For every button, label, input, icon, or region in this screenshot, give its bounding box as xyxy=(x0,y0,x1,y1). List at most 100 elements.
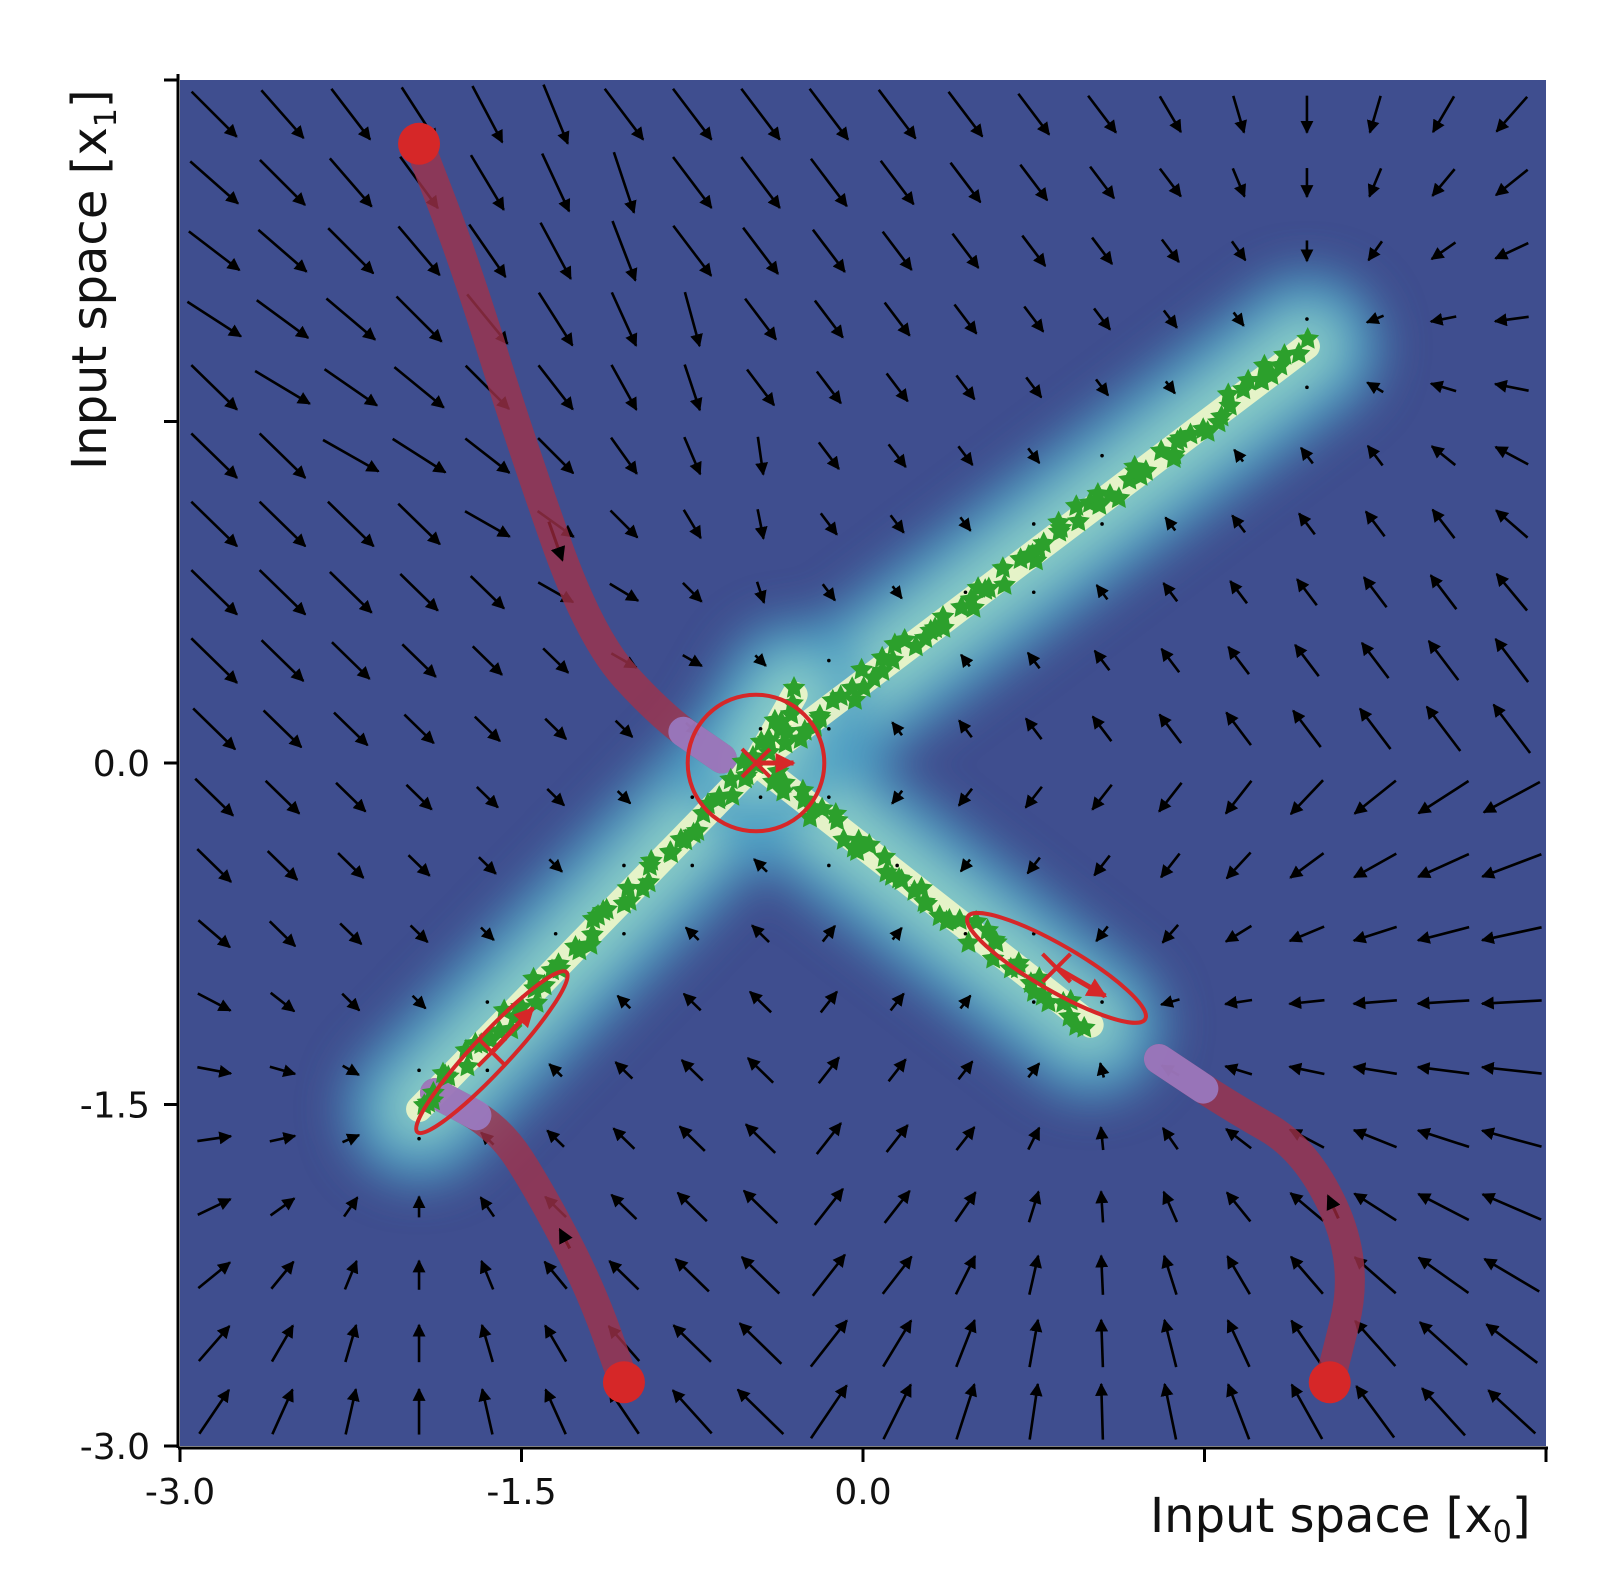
vector-arrow xyxy=(417,1068,421,1073)
data-point-star xyxy=(890,868,913,890)
vector-arrow xyxy=(1161,1127,1179,1150)
vector-arrow xyxy=(1480,996,1542,1010)
vector-arrow xyxy=(197,1131,233,1145)
data-point-star xyxy=(1179,422,1202,445)
vector-arrow xyxy=(1224,1063,1253,1076)
vector-arrow xyxy=(1431,168,1456,197)
vector-arrow xyxy=(342,1063,360,1077)
vector-arrow xyxy=(553,931,558,936)
vector-arrow xyxy=(1421,1387,1466,1437)
data-point-star xyxy=(825,808,849,831)
vector-arrow xyxy=(1026,1062,1041,1079)
x-tick-label: -1.5 xyxy=(486,1472,556,1513)
vector-arrow xyxy=(949,161,982,204)
vector-arrow xyxy=(475,785,499,809)
vector-arrow xyxy=(539,222,572,280)
vector-arrow xyxy=(1288,925,1325,943)
vector-arrow xyxy=(1159,995,1180,1008)
vector-arrow xyxy=(811,1253,846,1297)
vector-arrow xyxy=(1430,241,1457,261)
vector-arrow xyxy=(480,926,495,941)
data-point-star xyxy=(782,676,806,698)
vector-arrow xyxy=(742,1189,779,1225)
vector-arrow xyxy=(817,441,840,470)
data-point-star xyxy=(910,876,933,898)
data-point-star xyxy=(1287,341,1311,364)
ellipse-direction-arrow xyxy=(490,1006,535,1054)
data-point-star xyxy=(1037,990,1060,1013)
vector-arrow xyxy=(752,652,767,667)
vector-arrow xyxy=(395,295,443,343)
vector-arrow xyxy=(1290,1383,1324,1440)
data-point-star xyxy=(991,556,1015,578)
data-point-star xyxy=(845,839,869,861)
vector-arrow xyxy=(680,1059,704,1082)
data-point-star xyxy=(1169,426,1192,449)
vector-arrow xyxy=(1160,238,1180,264)
vector-arrow xyxy=(1417,1192,1470,1222)
vector-arrow xyxy=(882,1383,912,1440)
vector-arrow xyxy=(186,300,243,338)
vector-arrow xyxy=(542,84,570,145)
vector-arrow xyxy=(963,590,968,595)
data-point-star xyxy=(659,841,683,863)
vector-arrow xyxy=(808,87,850,141)
vector-arrow xyxy=(1031,522,1036,526)
vector-arrow xyxy=(327,227,375,275)
x-axis-label: Input space [x0] xyxy=(1150,1488,1531,1550)
data-point-star xyxy=(779,702,803,724)
data-point-star xyxy=(932,616,955,638)
data-point-star xyxy=(669,827,693,850)
vector-arrow xyxy=(1429,312,1457,326)
data-point-star xyxy=(769,710,793,732)
vector-arrow xyxy=(537,437,575,475)
start-point xyxy=(602,1361,645,1404)
data-point-star xyxy=(1191,417,1215,439)
data-point-star xyxy=(873,845,897,867)
vector-arrow xyxy=(612,1127,636,1150)
vector-arrow xyxy=(537,291,574,347)
uncertainty-ellipses xyxy=(414,692,1148,1136)
vector-arrow xyxy=(616,790,632,805)
vector-arrow xyxy=(197,1064,233,1078)
vector-arrow xyxy=(746,1057,775,1084)
vector-arrow xyxy=(1352,1062,1398,1076)
vector-arrow xyxy=(678,1125,706,1152)
vector-arrow xyxy=(397,225,441,277)
vector-arrow xyxy=(889,514,905,534)
vector-arrow xyxy=(754,508,768,540)
vector-arrow xyxy=(546,788,565,807)
vector-arrow xyxy=(1365,311,1385,325)
vector-arrow xyxy=(1095,1318,1109,1368)
vector-arrow xyxy=(953,303,978,335)
data-point-star xyxy=(1072,1015,1096,1038)
vector-arrow xyxy=(1027,1126,1041,1151)
vector-arrow xyxy=(603,87,645,141)
vector-arrow xyxy=(1161,1254,1178,1296)
y-tick-label: 0.0 xyxy=(93,744,150,785)
vector-arrow xyxy=(1158,95,1182,134)
trajectory-path xyxy=(404,128,737,774)
vector-arrow xyxy=(610,436,638,475)
vector-arrow xyxy=(468,223,507,279)
vector-arrow xyxy=(401,643,437,678)
vector-arrow xyxy=(471,85,504,144)
vector-arrow xyxy=(269,1132,297,1145)
vector-arrow xyxy=(269,1197,296,1217)
vector-arrow xyxy=(1427,639,1460,681)
vector-arrow xyxy=(190,364,238,411)
vector-arrow xyxy=(1492,703,1532,754)
vector-arrow xyxy=(740,1256,781,1295)
vector-arrow xyxy=(1223,995,1253,1009)
vector-arrow xyxy=(477,856,497,875)
vector-arrow xyxy=(1289,779,1325,816)
vector-arrow xyxy=(1095,584,1109,601)
vector-arrow xyxy=(540,153,571,213)
data-point-star xyxy=(568,938,591,961)
data-point-star xyxy=(1087,493,1111,515)
vector-arrow xyxy=(958,516,972,532)
vector-arrow xyxy=(342,1196,359,1218)
data-point-star xyxy=(791,778,815,801)
vector-arrow xyxy=(1100,1000,1104,1004)
vector-arrow xyxy=(610,364,638,411)
